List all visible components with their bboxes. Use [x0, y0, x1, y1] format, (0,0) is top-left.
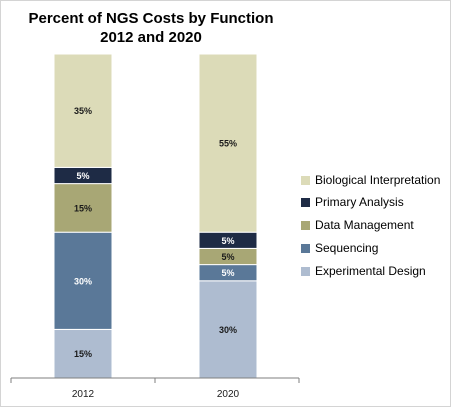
legend-item-primary-analysis: Primary Analysis: [301, 195, 404, 209]
data-label-experimental-design-2012: 15%: [74, 349, 92, 359]
legend-item-experimental-design: Experimental Design: [301, 264, 426, 278]
legend-swatch-sequencing: [301, 243, 310, 253]
legend-swatch-primary-analysis: [301, 197, 310, 207]
legend-label: Data Management: [315, 218, 414, 232]
legend-label: Sequencing: [315, 241, 379, 255]
data-label-biological-interpretation-2012: 35%: [74, 106, 92, 116]
x-tick-label-2012: 2012: [72, 389, 95, 400]
data-label-primary-analysis-2012: 5%: [76, 171, 89, 181]
legend-swatch-biological-interpretation: [301, 175, 310, 185]
bar-segment-experimental-design-2012: [53, 328, 113, 379]
data-label-primary-analysis-2020: 5%: [221, 236, 234, 246]
legend-label: Primary Analysis: [315, 195, 404, 209]
bar-segment-biological-interpretation-2012: [53, 53, 113, 168]
chart-subtitle: 2012 and 2020: [100, 29, 202, 46]
legend-item-biological-interpretation: Biological Interpretation: [301, 173, 440, 187]
chart-title: Percent of NGS Costs by Function: [28, 10, 274, 27]
data-label-data-management-2020: 5%: [221, 252, 234, 262]
data-label-experimental-design-2020: 30%: [219, 325, 237, 335]
data-label-data-management-2012: 15%: [74, 203, 92, 213]
legend-swatch-experimental-design: [301, 266, 310, 276]
data-label-sequencing-2020: 5%: [221, 268, 234, 278]
bar-segment-experimental-design-2020: [198, 280, 258, 379]
legend-swatch-data-management: [301, 220, 310, 230]
data-label-sequencing-2012: 30%: [74, 276, 92, 286]
legend-label: Experimental Design: [315, 264, 426, 278]
data-label-biological-interpretation-2020: 55%: [219, 139, 237, 149]
legend-item-sequencing: Sequencing: [301, 241, 378, 255]
bar-segment-sequencing-2012: [53, 231, 113, 330]
x-tick-label-2020: 2020: [217, 389, 240, 400]
legend-item-data-management: Data Management: [301, 218, 414, 232]
legend-label: Biological Interpretation: [315, 173, 441, 187]
bar-segment-biological-interpretation-2020: [198, 53, 258, 233]
